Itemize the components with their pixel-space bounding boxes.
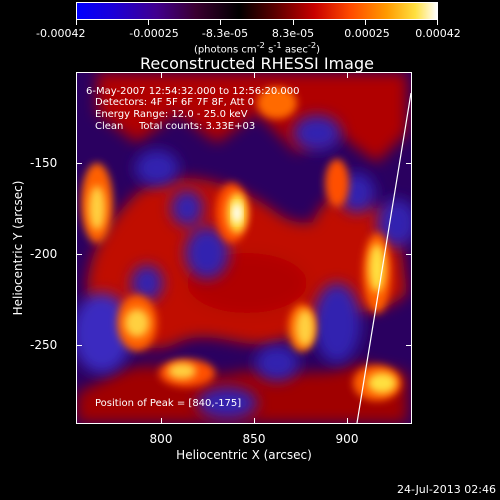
y-axis-tick: [406, 345, 412, 346]
colorbar-tick-label: 0.00042: [415, 27, 461, 40]
colorbar-tick-label: -8.3e-05: [201, 27, 249, 40]
y-axis-tick-label: -150: [30, 156, 58, 170]
colorbar-tick: [293, 20, 294, 25]
info-time-range: 6-May-2007 12:54:32.000 to 12:56:20.000: [86, 86, 300, 97]
solar-limb-line: [356, 92, 411, 423]
colorbar-tick: [76, 20, 77, 25]
x-axis-tick-label: 850: [242, 432, 266, 446]
yellow-hotspots: [89, 186, 396, 393]
x-axis-tick: [161, 418, 162, 424]
x-axis-tick: [254, 72, 255, 78]
colorbar: [76, 2, 438, 20]
rhessi-image-canvas: [77, 73, 411, 423]
info-energy-range: Energy Range: 12.0 - 25.0 keV: [95, 109, 248, 120]
y-axis-tick: [406, 163, 412, 164]
x-axis-tick: [254, 418, 255, 424]
y-axis-tick: [406, 254, 412, 255]
peak-emission: [232, 203, 242, 223]
colorbar-tick: [148, 20, 149, 25]
y-axis-tick: [76, 163, 82, 164]
x-axis-tick: [161, 72, 162, 78]
colorbar-tick-label: 0.00025: [344, 27, 390, 40]
colorbar-tick-label: -0.00025: [129, 27, 179, 40]
y-axis-tick: [76, 254, 82, 255]
info-detectors: Detectors: 4F 5F 6F 7F 8F, Att 0: [95, 97, 255, 108]
rhessi-image: 6-May-2007 12:54:32.000 to 12:56:20.000 …: [76, 72, 412, 424]
info-clean-label: Clean: [95, 121, 124, 132]
colorbar-tick: [220, 20, 221, 25]
colorbar-tick: [437, 20, 438, 25]
colorbar-tick-label: -0.00042: [36, 27, 86, 40]
plot-timestamp: 24-Jul-2013 02:46: [396, 483, 496, 496]
y-axis-tick: [76, 345, 82, 346]
colorbar-unit-label: (photons cm-2 s-1 asec-2): [193, 40, 321, 56]
y-axis-tick-label: -250: [30, 338, 58, 352]
info-total-counts: Total counts: 3.33E+03: [139, 121, 256, 132]
colorbar-tick: [365, 20, 366, 25]
blue-regions: [77, 115, 411, 419]
x-axis-tick: [347, 72, 348, 78]
y-axis-title: Heliocentric Y (arcsec): [11, 180, 25, 316]
x-axis-tick: [347, 418, 348, 424]
y-axis-tick-label: -200: [30, 247, 58, 261]
x-axis-title: Heliocentric X (arcsec): [176, 448, 312, 462]
info-peak-position: Position of Peak = [840,-175]: [95, 398, 242, 409]
colorbar-tick-label: 8.3e-05: [271, 27, 315, 40]
x-axis-tick-label: 800: [149, 432, 173, 446]
plot-title: Reconstructed RHESSI Image: [140, 54, 374, 73]
x-axis-tick-label: 900: [335, 432, 359, 446]
